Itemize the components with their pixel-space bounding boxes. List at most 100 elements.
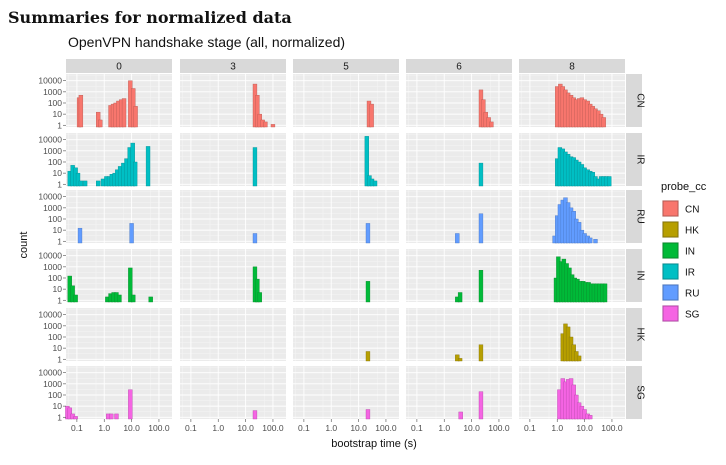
facet-panels bbox=[65, 74, 625, 420]
panel-ir-6 bbox=[406, 133, 512, 187]
histogram-bar bbox=[252, 410, 258, 420]
histogram-bar bbox=[607, 176, 612, 187]
column-strip-label: 0 bbox=[116, 62, 122, 73]
x-tick-label: 0.1 bbox=[298, 423, 310, 433]
histogram-bar bbox=[364, 136, 369, 187]
legend-swatch bbox=[662, 221, 679, 238]
legend-label: HK bbox=[685, 226, 699, 237]
panel-hk-5 bbox=[293, 308, 399, 362]
panel-in-5 bbox=[293, 249, 399, 303]
column-strip-0: 0 bbox=[66, 59, 172, 73]
histogram-bar bbox=[601, 117, 606, 128]
y-tick-label: 10 bbox=[53, 284, 63, 294]
panel-hk-3 bbox=[180, 308, 286, 361]
row-strip-label: SG bbox=[635, 385, 646, 400]
panel-background bbox=[293, 366, 399, 419]
column-strip-3: 3 bbox=[180, 59, 286, 73]
legend-swatch bbox=[662, 305, 679, 322]
y-axis-title: count bbox=[18, 232, 30, 259]
column-strip-label: 8 bbox=[569, 62, 575, 73]
strip-background bbox=[519, 59, 625, 73]
panel-background bbox=[293, 249, 399, 302]
row-strip-sg: SG bbox=[626, 366, 646, 419]
y-tick-label: 1000 bbox=[43, 262, 62, 272]
strip-background bbox=[626, 190, 642, 243]
histogram-bar bbox=[478, 162, 484, 187]
column-strips: 0 3 5 6 8 bbox=[66, 59, 625, 73]
y-tick-label: 10 bbox=[53, 343, 63, 353]
panel-ru-8 bbox=[519, 190, 625, 244]
legend-item-cn: CN bbox=[662, 200, 699, 217]
histogram-bar bbox=[121, 98, 127, 128]
panel-ir-5 bbox=[293, 133, 399, 187]
histogram-bar bbox=[455, 354, 460, 362]
legend-swatch bbox=[662, 263, 679, 280]
panel-sg-3 bbox=[180, 366, 286, 420]
histogram-bar bbox=[365, 223, 371, 244]
histogram-bar bbox=[369, 103, 374, 128]
panel-background bbox=[293, 74, 399, 127]
column-strip-5: 5 bbox=[293, 59, 399, 73]
y-tick-label: 1000 bbox=[43, 321, 62, 331]
x-tick-label: 100.0 bbox=[148, 423, 170, 433]
panel-background bbox=[180, 308, 286, 361]
column-strip-8: 8 bbox=[519, 59, 625, 73]
panel-background bbox=[180, 366, 286, 419]
column-strip-label: 6 bbox=[456, 62, 462, 73]
legend-swatch bbox=[662, 284, 679, 301]
histogram-bar bbox=[478, 344, 484, 362]
x-tick-label: 1.0 bbox=[212, 423, 224, 433]
histogram-bar bbox=[98, 119, 103, 128]
x-tick-label: 100.0 bbox=[375, 423, 397, 433]
x-tick-label: 10.0 bbox=[350, 423, 367, 433]
y-tick-label: 1000 bbox=[43, 203, 62, 213]
panel-cn-3 bbox=[180, 74, 286, 128]
panel-ru-3 bbox=[180, 190, 286, 244]
histogram-bar bbox=[78, 180, 84, 187]
y-tick-label: 1 bbox=[57, 179, 62, 189]
row-strip-cn: CN bbox=[626, 74, 646, 127]
panel-background bbox=[66, 308, 172, 361]
y-tick-label: 10000 bbox=[38, 251, 62, 261]
row-strip-label: IR bbox=[635, 155, 646, 165]
y-tick-label: 1 bbox=[57, 354, 62, 364]
figure-heading: Summaries for normalized data bbox=[8, 8, 292, 27]
legend-label: CN bbox=[685, 205, 699, 216]
y-tick-label: 100 bbox=[48, 390, 62, 400]
x-axis-title: bootstrap time (s) bbox=[331, 438, 417, 450]
panel-background bbox=[180, 190, 286, 243]
y-tick-label: 100 bbox=[48, 157, 62, 167]
panel-background bbox=[180, 133, 286, 186]
histogram-bar bbox=[82, 180, 88, 187]
panel-cn-6 bbox=[406, 74, 512, 128]
histogram-bar bbox=[109, 413, 114, 420]
y-tick-label: 10 bbox=[53, 225, 63, 235]
histogram-bar bbox=[588, 415, 593, 420]
panel-hk-6 bbox=[406, 308, 512, 362]
panel-hk-0 bbox=[66, 308, 172, 361]
row-strip-hk: HK bbox=[626, 308, 646, 361]
panel-cn-5 bbox=[293, 74, 399, 128]
panel-sg-8 bbox=[519, 366, 625, 420]
histogram-bar bbox=[77, 227, 83, 244]
x-tick-label: 0.1 bbox=[185, 423, 197, 433]
panel-background bbox=[406, 133, 512, 186]
x-tick-label: 1.0 bbox=[325, 423, 337, 433]
y-tick-label: 1 bbox=[57, 412, 62, 422]
y-tick-label: 10000 bbox=[38, 310, 62, 320]
panel-sg-5 bbox=[293, 366, 399, 420]
histogram-bar bbox=[73, 294, 78, 303]
strip-background bbox=[293, 59, 399, 73]
histogram-bar bbox=[128, 389, 133, 420]
histogram-bar bbox=[255, 94, 260, 128]
row-strip-label: RU bbox=[635, 209, 646, 223]
histogram-bar bbox=[372, 180, 378, 187]
histogram-bar bbox=[270, 124, 276, 128]
histogram-bar bbox=[96, 111, 101, 128]
x-tick-label: 0.1 bbox=[524, 423, 536, 433]
panel-ru-5 bbox=[293, 190, 399, 244]
y-tick-label: 1000 bbox=[43, 379, 62, 389]
histogram-bar bbox=[133, 106, 138, 128]
x-tick-label: 10.0 bbox=[463, 423, 480, 433]
histogram-bar bbox=[478, 391, 484, 420]
